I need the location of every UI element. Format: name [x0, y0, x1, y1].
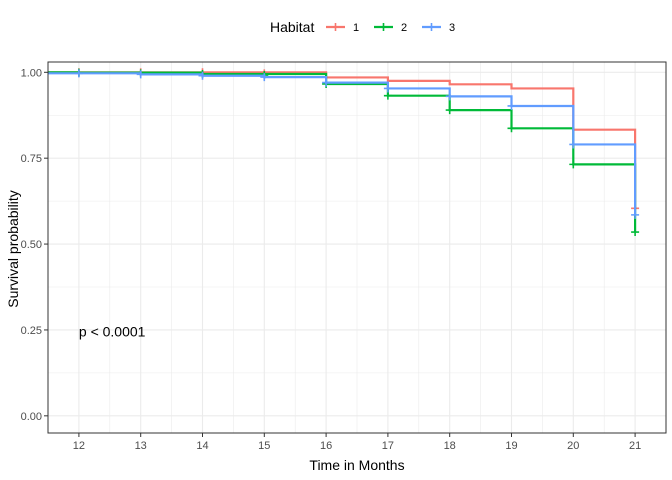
- p-value-annotation: p < 0.0001: [79, 324, 146, 340]
- censor-mark: [569, 140, 578, 149]
- x-tick-label: 21: [629, 440, 641, 452]
- legend-title: Habitat: [270, 19, 314, 35]
- y-tick-label: 0.50: [21, 239, 42, 251]
- legend: Habitat 1 2 3: [270, 19, 455, 35]
- x-tick-label: 14: [196, 440, 208, 452]
- censor-mark: [322, 78, 331, 87]
- x-tick-label: 16: [320, 440, 332, 452]
- x-axis: 12 13 14 15 16 17 18 19 20 21: [73, 433, 641, 452]
- y-tick-label: 0.75: [21, 153, 42, 165]
- censor-mark: [569, 160, 578, 169]
- censor-mark: [507, 124, 516, 133]
- y-tick-label: 0.00: [21, 411, 42, 423]
- x-tick-label: 17: [382, 440, 394, 452]
- x-tick-label: 15: [258, 440, 270, 452]
- x-tick-label: 20: [567, 440, 579, 452]
- censor-mark: [136, 70, 145, 79]
- x-axis-title: Time in Months: [309, 457, 404, 473]
- censor-mark: [383, 84, 392, 93]
- y-tick-label: 0.25: [21, 325, 42, 337]
- censor-mark: [507, 101, 516, 110]
- censor-mark: [445, 106, 454, 115]
- censor-mark: [631, 210, 640, 219]
- legend-item-2: 2: [374, 22, 407, 34]
- x-tick-label: 13: [135, 440, 147, 452]
- censor-mark: [74, 69, 83, 78]
- grid-minor: [48, 62, 666, 433]
- y-axis-title: Survival probability: [5, 190, 21, 308]
- x-tick-label: 19: [505, 440, 517, 452]
- legend-items: 1 2 3: [326, 22, 455, 34]
- censor-mark: [260, 73, 269, 82]
- y-tick-label: 1.00: [21, 67, 42, 79]
- panel-border: [47, 61, 667, 434]
- censor-mark: [383, 91, 392, 100]
- legend-item-1: 1: [326, 22, 359, 34]
- censor-mark: [631, 228, 640, 237]
- censor-mark: [198, 71, 207, 80]
- y-axis: 0.00 0.25 0.50 0.75 1.00: [21, 67, 48, 423]
- x-tick-label: 12: [73, 440, 85, 452]
- legend-item-3: 3: [422, 22, 455, 34]
- plot-panel: [47, 61, 667, 434]
- series-layer: [48, 68, 640, 237]
- legend-label: 1: [353, 22, 359, 34]
- legend-label: 2: [401, 22, 407, 34]
- legend-label: 3: [449, 22, 455, 34]
- series-3: [48, 69, 640, 219]
- x-tick-label: 18: [444, 440, 456, 452]
- censor-mark: [445, 92, 454, 101]
